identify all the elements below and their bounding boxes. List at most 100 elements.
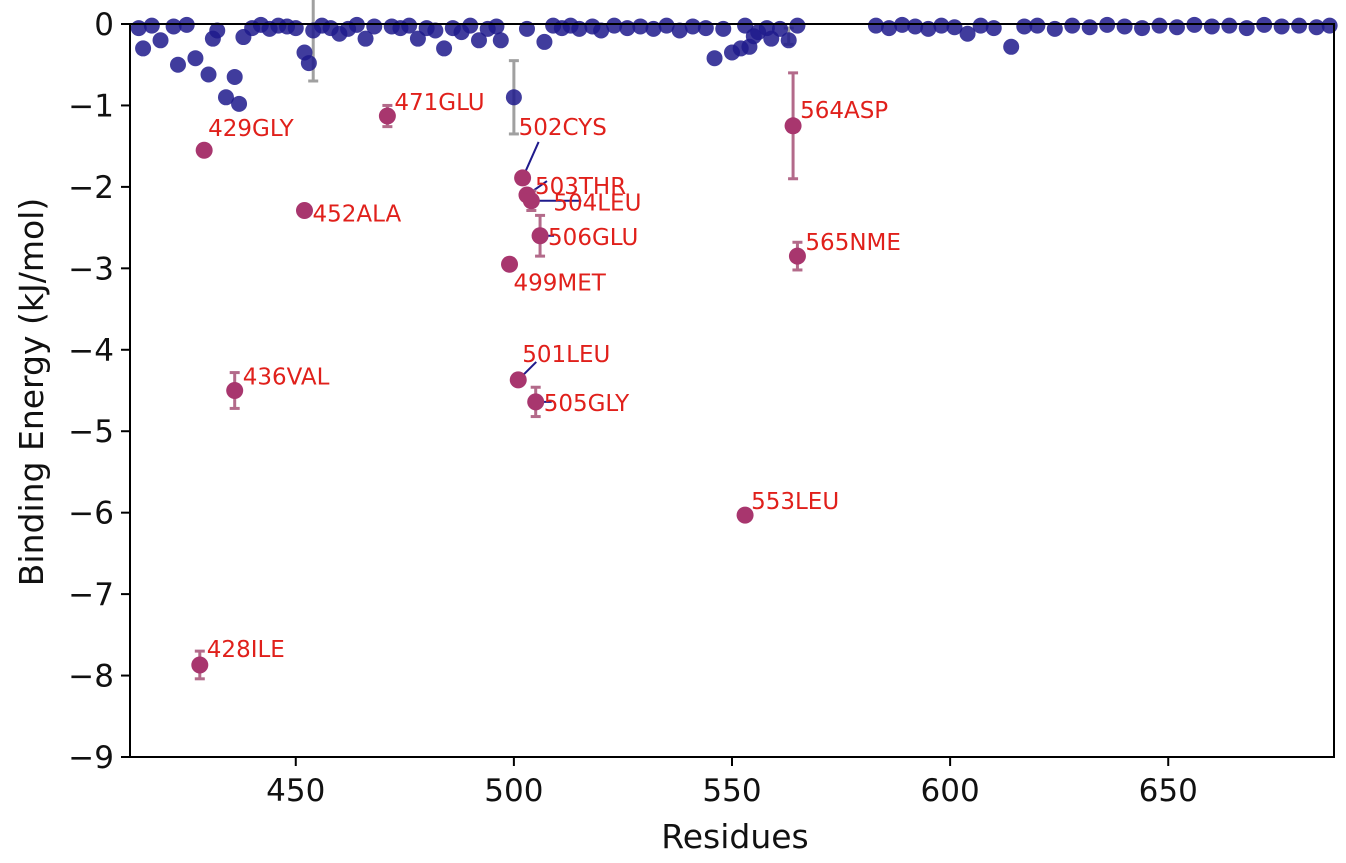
residue-point xyxy=(697,20,714,37)
residue-point xyxy=(169,56,186,73)
residue-point xyxy=(1221,17,1238,34)
key-residue-point xyxy=(226,382,244,399)
key-residue-point xyxy=(522,192,540,210)
x-tick-label: 550 xyxy=(702,773,761,809)
background-points xyxy=(130,16,1338,112)
residue-point xyxy=(789,17,806,34)
residue-label: 564ASP xyxy=(800,98,888,124)
residue-label: 553LEU xyxy=(751,489,839,515)
residue-label: 499MET xyxy=(514,270,607,296)
residue-point xyxy=(972,17,989,34)
key-residue-point xyxy=(531,227,549,245)
residue-point xyxy=(959,25,976,42)
residue-point xyxy=(165,18,182,35)
residue-point xyxy=(427,22,444,39)
residue-point xyxy=(907,18,924,35)
residue-label: 429GLY xyxy=(208,116,294,142)
residue-point xyxy=(462,17,479,34)
residue-point xyxy=(737,17,754,34)
residue-point xyxy=(1151,17,1168,34)
x-tick-label: 450 xyxy=(266,773,325,809)
residue-point xyxy=(135,40,152,57)
residue-label: 505GLY xyxy=(544,391,630,417)
key-residue-point xyxy=(295,202,313,220)
y-tick-label: −6 xyxy=(68,496,114,532)
residue-point xyxy=(231,95,248,112)
residue-point xyxy=(1168,19,1185,36)
x-axis-title: Residues xyxy=(661,817,808,856)
residue-point xyxy=(671,22,688,39)
residue-point xyxy=(1003,38,1020,55)
y-tick-label: −5 xyxy=(68,414,114,450)
residue-point xyxy=(1016,18,1033,35)
x-tick-label: 650 xyxy=(1139,773,1198,809)
key-residue-point xyxy=(736,506,754,524)
residue-point xyxy=(505,89,522,106)
residue-point xyxy=(152,32,169,49)
residue-point xyxy=(536,33,553,50)
residue-point xyxy=(200,66,217,83)
residue-point xyxy=(143,17,160,34)
x-tick-label: 500 xyxy=(484,773,543,809)
residue-point xyxy=(436,40,453,57)
y-tick-label: −9 xyxy=(68,740,114,776)
key-residue-labels: 428ILE 429GLY 436VAL 452ALA 471GLU 499MET 501L… xyxy=(207,90,901,663)
y-tick-label: 0 xyxy=(94,7,114,43)
key-residue-point xyxy=(191,656,209,674)
residue-point xyxy=(632,18,649,35)
key-residue-point xyxy=(784,117,802,135)
residue-point xyxy=(658,17,675,34)
y-tick-label: −7 xyxy=(68,577,114,613)
key-residue-point xyxy=(527,393,545,411)
residue-label: 503THR xyxy=(535,174,626,200)
residue-point xyxy=(470,32,487,49)
residue-point xyxy=(606,17,623,34)
residue-point xyxy=(401,17,418,34)
residue-point xyxy=(1116,18,1133,35)
residue-label: 506GLU xyxy=(548,225,638,251)
residue-label: 428ILE xyxy=(207,637,285,663)
residue-point xyxy=(488,18,505,35)
key-residue-points xyxy=(191,107,806,674)
residue-point xyxy=(492,32,509,49)
y-axis-title: Binding Energy (kJ/mol) xyxy=(12,198,51,586)
residue-label: 452ALA xyxy=(312,202,401,228)
residue-point xyxy=(985,20,1002,37)
key-residue-point xyxy=(514,169,532,187)
residue-point xyxy=(217,89,234,106)
key-residue-point xyxy=(501,255,519,273)
residue-point xyxy=(287,20,304,37)
residue-label: 501LEU xyxy=(522,342,610,368)
residue-label: 436VAL xyxy=(243,365,330,391)
y-tick-label: −8 xyxy=(68,659,114,695)
y-tick-label: −1 xyxy=(68,88,114,124)
x-axis-ticks: 450 500 550 600 650 xyxy=(266,757,1198,809)
residue-point xyxy=(357,30,374,47)
residue-point xyxy=(933,17,950,34)
key-residue-point xyxy=(195,141,213,159)
x-tick-label: 600 xyxy=(921,773,980,809)
y-tick-label: −2 xyxy=(68,170,114,206)
residue-point xyxy=(1321,17,1338,34)
residue-point xyxy=(1081,19,1098,36)
y-axis-ticks: 0 −1 −2 −3 −4 −5 −6 −7 −8 −9 xyxy=(68,7,130,776)
residue-point xyxy=(1029,17,1046,34)
residue-point xyxy=(1291,17,1308,34)
key-residue-point xyxy=(788,247,806,265)
y-tick-label: −4 xyxy=(68,333,114,369)
residue-point xyxy=(706,50,723,67)
residue-point xyxy=(867,17,884,34)
residue-point xyxy=(1273,18,1290,35)
residue-point xyxy=(300,55,317,72)
residue-point xyxy=(1238,20,1255,37)
y-tick-label: −3 xyxy=(68,251,114,287)
residue-label: 565NME xyxy=(805,230,900,256)
residue-label: 471GLU xyxy=(394,90,484,116)
residue-point xyxy=(187,50,204,67)
residue-label: 502CYS xyxy=(519,115,607,141)
key-residue-point xyxy=(509,371,527,389)
residue-point xyxy=(1203,18,1220,35)
key-residue-point xyxy=(378,107,396,125)
residue-point xyxy=(409,30,426,47)
